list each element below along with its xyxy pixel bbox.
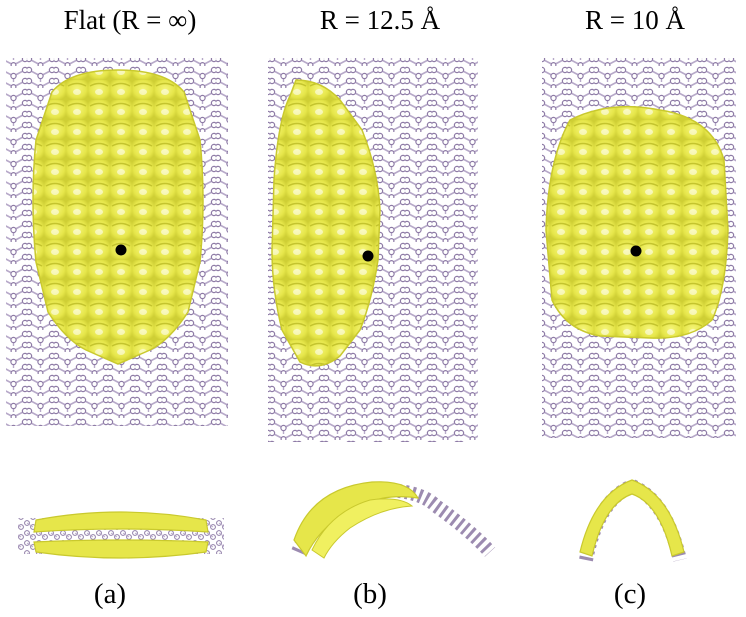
panel-c-density bbox=[545, 105, 729, 339]
panel-a-side-density-top bbox=[33, 511, 209, 533]
panel-b-side-density-inner bbox=[311, 498, 414, 559]
panel-a-top-view bbox=[6, 58, 228, 426]
panel-a-title: Flat (R = ∞) bbox=[63, 5, 197, 35]
panel-a-density bbox=[32, 69, 204, 365]
panel-a-label: (a) bbox=[93, 578, 127, 610]
panel-b-label: (b) bbox=[353, 578, 387, 610]
panel-b-marker bbox=[362, 250, 374, 262]
panel-c-side-view bbox=[579, 478, 687, 562]
panel-c-side-density bbox=[579, 479, 685, 557]
panel-b-title: R = 12.5 Å bbox=[319, 5, 441, 35]
panel-b-side-view bbox=[291, 481, 496, 559]
panel-a-marker bbox=[115, 244, 127, 256]
panel-a-side-density-bottom bbox=[33, 539, 209, 559]
panel-c-label: (c) bbox=[613, 578, 647, 610]
panel-c-top-view bbox=[542, 58, 736, 438]
panel-b-density bbox=[271, 79, 381, 367]
panel-c-title: R = 10 Å bbox=[585, 5, 685, 35]
panel-c-marker bbox=[630, 245, 642, 257]
panel-a-side-view bbox=[18, 511, 224, 559]
panel-b-top-view bbox=[268, 58, 478, 442]
